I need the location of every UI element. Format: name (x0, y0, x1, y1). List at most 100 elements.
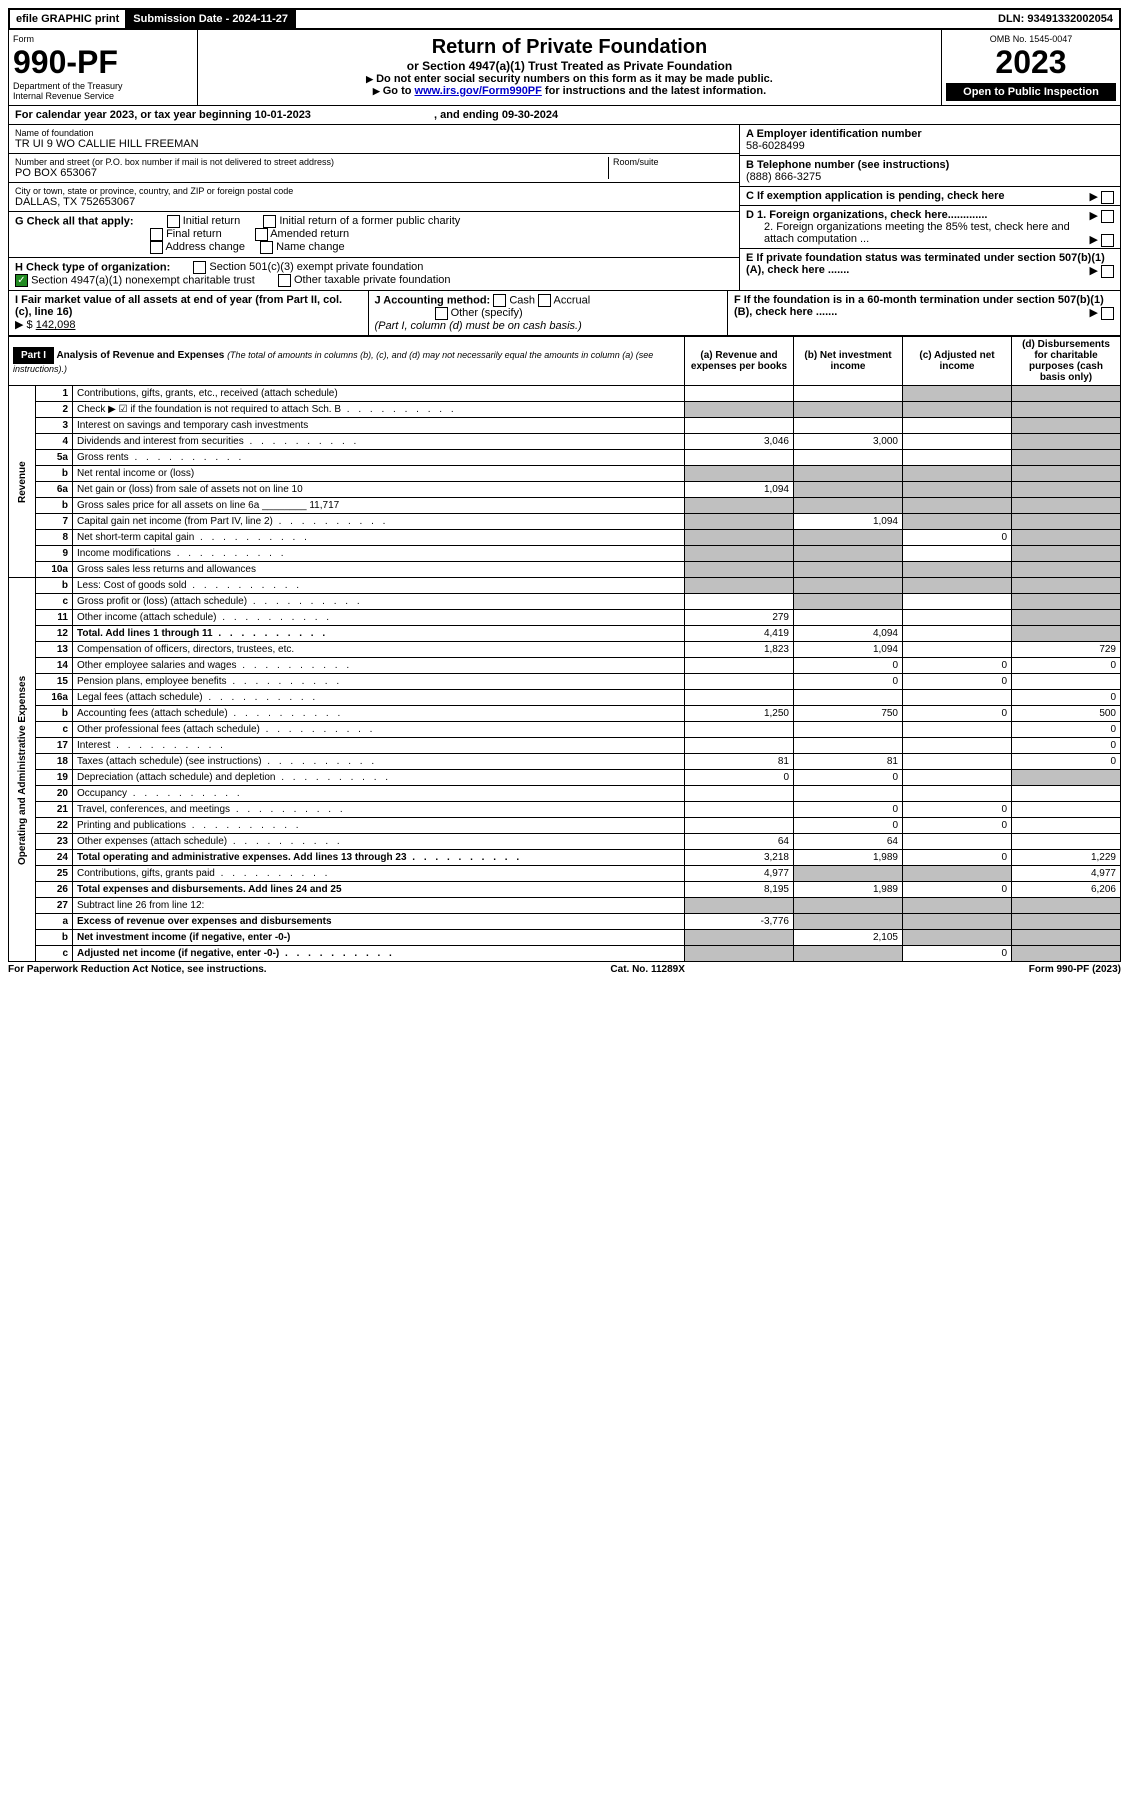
amount-cell: 0 (794, 818, 903, 834)
cb-final[interactable] (150, 228, 163, 241)
footer-right: Form 990-PF (2023) (1029, 964, 1121, 975)
line-number: 6a (36, 482, 73, 498)
line-desc: Total operating and administrative expen… (73, 850, 685, 866)
cb-other-tax[interactable] (278, 274, 291, 287)
line-number: 17 (36, 738, 73, 754)
line-desc: Total. Add lines 1 through 11 (73, 626, 685, 642)
amount-cell (1012, 466, 1121, 482)
line-number: 2 (36, 402, 73, 418)
cb-addr-change[interactable] (150, 241, 163, 254)
line-row: bGross sales price for all assets on lin… (9, 498, 1121, 514)
amount-cell (685, 802, 794, 818)
amount-cell (685, 514, 794, 530)
line-desc: Other expenses (attach schedule) (73, 834, 685, 850)
amount-cell (685, 738, 794, 754)
amount-cell: 64 (685, 834, 794, 850)
line-number: 1 (36, 386, 73, 402)
header-left: Form 990-PF Department of the Treasury I… (9, 30, 198, 105)
cb-d2[interactable] (1101, 234, 1114, 247)
name-cell: Name of foundation TR UI 9 WO CALLIE HIL… (9, 125, 739, 154)
irs-link[interactable]: www.irs.gov/Form990PF (415, 85, 542, 97)
amount-cell: 0 (1012, 722, 1121, 738)
cb-e[interactable] (1101, 265, 1114, 278)
amount-cell (794, 610, 903, 626)
amount-cell: -3,776 (685, 914, 794, 930)
line-number: 27 (36, 898, 73, 914)
amount-cell (685, 930, 794, 946)
line-row: 3Interest on savings and temporary cash … (9, 418, 1121, 434)
col-c: (c) Adjusted net income (903, 337, 1012, 386)
amount-cell (1012, 786, 1121, 802)
footer-left: For Paperwork Reduction Act Notice, see … (8, 964, 267, 975)
line-desc: Net gain or (loss) from sale of assets n… (73, 482, 685, 498)
amount-cell: 0 (685, 770, 794, 786)
line-number: b (36, 930, 73, 946)
cb-c[interactable] (1101, 191, 1114, 204)
line-desc: Other professional fees (attach schedule… (73, 722, 685, 738)
g-row: G Check all that apply: Initial return I… (9, 212, 739, 258)
amount-cell (794, 786, 903, 802)
line-desc: Excess of revenue over expenses and disb… (73, 914, 685, 930)
line-row: 15Pension plans, employee benefits00 (9, 674, 1121, 690)
line-desc: Net rental income or (loss) (73, 466, 685, 482)
f-cell: F If the foundation is in a 60-month ter… (728, 291, 1120, 335)
cb-4947[interactable] (15, 274, 28, 287)
amount-cell: 0 (794, 802, 903, 818)
amount-cell: 3,000 (794, 434, 903, 450)
cb-d1[interactable] (1101, 210, 1114, 223)
cb-initial-former[interactable] (263, 215, 276, 228)
cb-initial[interactable] (167, 215, 180, 228)
cb-501c3[interactable] (193, 261, 206, 274)
line-number: 15 (36, 674, 73, 690)
line-desc: Taxes (attach schedule) (see instruction… (73, 754, 685, 770)
form-word: Form (13, 34, 193, 44)
line-desc: Contributions, gifts, grants, etc., rece… (73, 386, 685, 402)
irs: Internal Revenue Service (13, 91, 193, 101)
amount-cell (685, 786, 794, 802)
amount-cell (794, 898, 903, 914)
line-desc: Depreciation (attach schedule) and deple… (73, 770, 685, 786)
line-row: Revenue1Contributions, gifts, grants, et… (9, 386, 1121, 402)
cb-accrual[interactable] (538, 294, 551, 307)
amount-cell (903, 738, 1012, 754)
line-desc: Dividends and interest from securities (73, 434, 685, 450)
instr-2: Go to www.irs.gov/Form990PF for instruct… (204, 85, 935, 97)
line-number: c (36, 722, 73, 738)
amount-cell: 3,218 (685, 850, 794, 866)
amount-cell (794, 722, 903, 738)
city-cell: City or town, state or province, country… (9, 183, 739, 212)
j-cell: J Accounting method: Cash Accrual Other … (369, 291, 729, 335)
cb-f[interactable] (1101, 307, 1114, 320)
amount-cell (903, 450, 1012, 466)
form-header: Form 990-PF Department of the Treasury I… (8, 30, 1121, 106)
line-number: 5a (36, 450, 73, 466)
line-row: cOther professional fees (attach schedul… (9, 722, 1121, 738)
amount-cell: 0 (903, 882, 1012, 898)
cb-name-change[interactable] (260, 241, 273, 254)
amount-cell (1012, 818, 1121, 834)
line-desc: Gross rents (73, 450, 685, 466)
cb-cash[interactable] (493, 294, 506, 307)
line-row: 16aLegal fees (attach schedule)0 (9, 690, 1121, 706)
amount-cell (903, 626, 1012, 642)
cb-amended[interactable] (255, 228, 268, 241)
amount-cell (1012, 834, 1121, 850)
line-row: 20Occupancy (9, 786, 1121, 802)
amount-cell: 8,195 (685, 882, 794, 898)
amount-cell: 0 (903, 946, 1012, 962)
amount-cell (685, 818, 794, 834)
amount-cell (685, 658, 794, 674)
amount-cell (1012, 386, 1121, 402)
line-number: 23 (36, 834, 73, 850)
footer-mid: Cat. No. 11289X (610, 964, 684, 975)
form-title: Return of Private Foundation (204, 36, 935, 59)
amount-cell: 1,094 (685, 482, 794, 498)
line-number: 18 (36, 754, 73, 770)
instr-1: Do not enter social security numbers on … (204, 73, 935, 85)
info-left: Name of foundation TR UI 9 WO CALLIE HIL… (9, 125, 739, 290)
line-row: 2Check ▶ ☑ if the foundation is not requ… (9, 402, 1121, 418)
amount-cell: 0 (1012, 690, 1121, 706)
efile-label: efile GRAPHIC print (10, 10, 127, 28)
line-row: cAdjusted net income (if negative, enter… (9, 946, 1121, 962)
cb-other-acct[interactable] (435, 307, 448, 320)
